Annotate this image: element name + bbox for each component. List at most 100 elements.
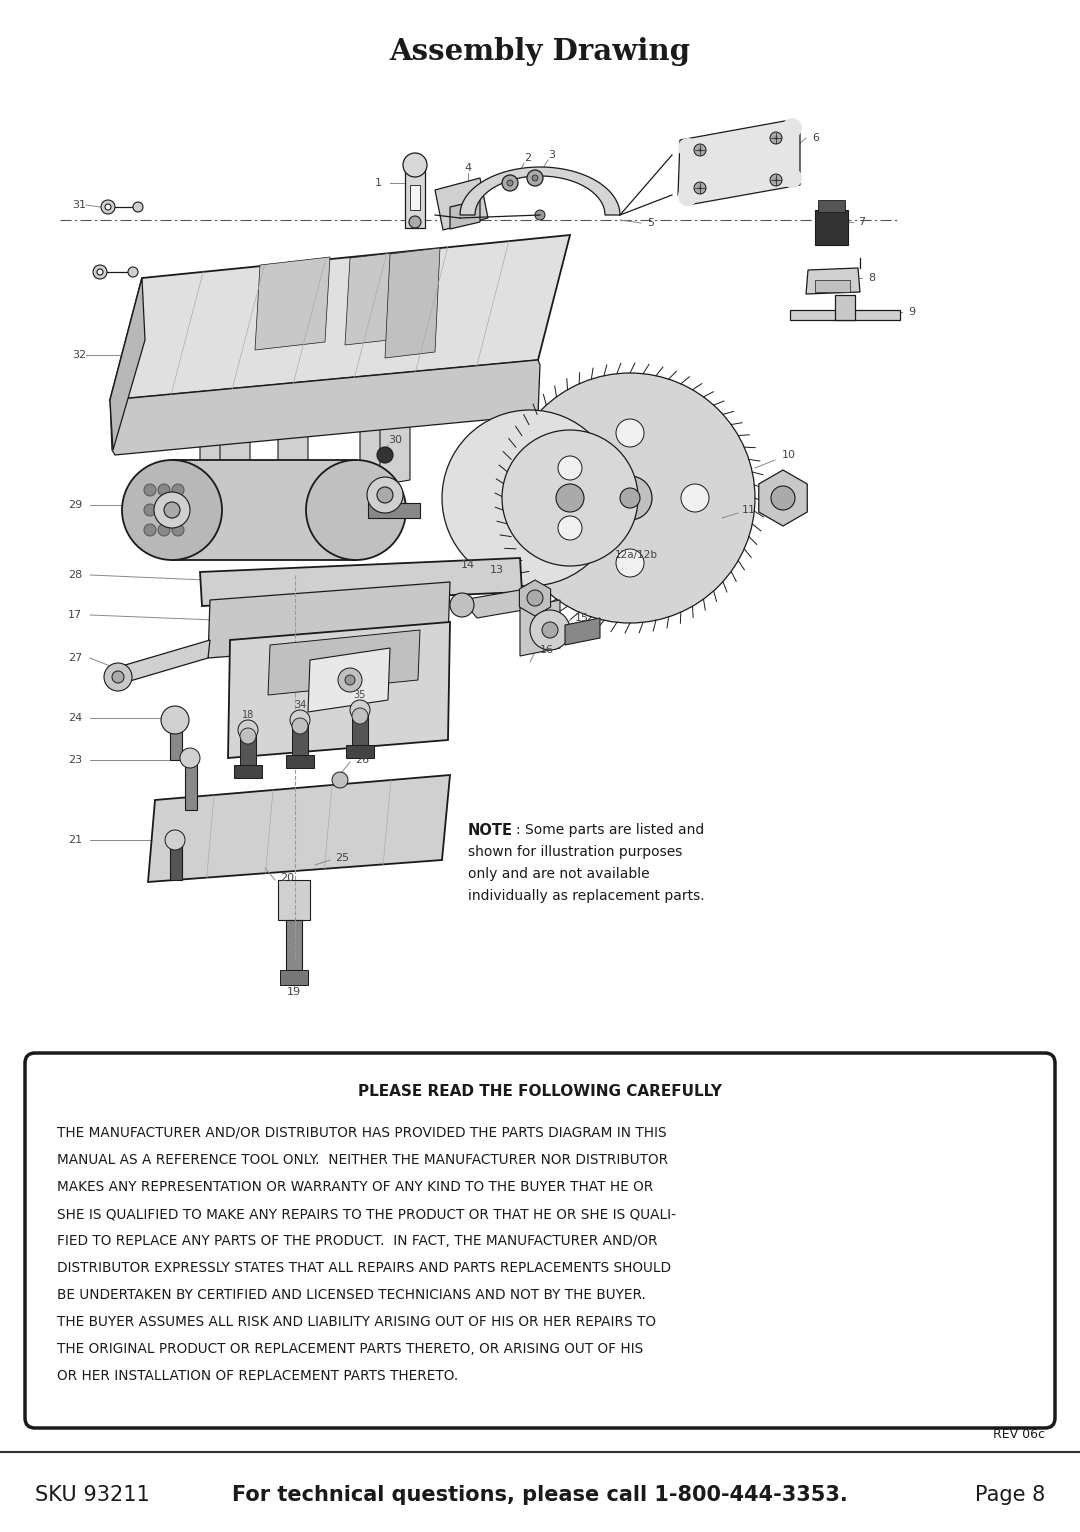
Circle shape bbox=[172, 524, 184, 536]
Text: 24: 24 bbox=[68, 712, 82, 723]
Circle shape bbox=[530, 610, 570, 650]
Circle shape bbox=[774, 178, 778, 182]
Circle shape bbox=[377, 447, 393, 463]
Polygon shape bbox=[208, 582, 450, 659]
Circle shape bbox=[180, 748, 200, 768]
Text: DISTRIBUTOR EXPRESSLY STATES THAT ALL REPAIRS AND PARTS REPLACEMENTS SHOULD: DISTRIBUTOR EXPRESSLY STATES THAT ALL RE… bbox=[57, 1261, 671, 1275]
Polygon shape bbox=[148, 775, 450, 882]
Circle shape bbox=[112, 671, 124, 683]
Polygon shape bbox=[292, 720, 308, 755]
Circle shape bbox=[403, 153, 427, 178]
Text: 20: 20 bbox=[280, 873, 294, 882]
Circle shape bbox=[770, 175, 782, 185]
Text: 26: 26 bbox=[355, 755, 369, 764]
Polygon shape bbox=[380, 394, 410, 486]
Polygon shape bbox=[462, 590, 535, 617]
Circle shape bbox=[338, 668, 362, 692]
Circle shape bbox=[377, 487, 393, 502]
Circle shape bbox=[240, 728, 256, 745]
Text: FIED TO REPLACE ANY PARTS OF THE PRODUCT.  IN FACT, THE MANUFACTURER AND/OR: FIED TO REPLACE ANY PARTS OF THE PRODUCT… bbox=[57, 1233, 658, 1249]
Polygon shape bbox=[170, 714, 183, 760]
Text: only and are not available: only and are not available bbox=[468, 867, 650, 881]
Text: 31: 31 bbox=[72, 201, 86, 210]
Polygon shape bbox=[200, 558, 522, 607]
Circle shape bbox=[158, 524, 170, 536]
Circle shape bbox=[782, 118, 802, 138]
Circle shape bbox=[97, 270, 103, 276]
Circle shape bbox=[620, 489, 640, 509]
Polygon shape bbox=[815, 210, 848, 245]
Text: 10: 10 bbox=[782, 450, 796, 460]
Polygon shape bbox=[360, 395, 390, 490]
Circle shape bbox=[105, 204, 111, 210]
Text: 35: 35 bbox=[354, 689, 366, 700]
Text: 1: 1 bbox=[375, 178, 382, 188]
Polygon shape bbox=[170, 840, 183, 879]
Circle shape bbox=[144, 524, 156, 536]
Circle shape bbox=[158, 504, 170, 516]
Polygon shape bbox=[410, 185, 420, 210]
Circle shape bbox=[698, 149, 702, 152]
Circle shape bbox=[164, 502, 180, 518]
Text: 27: 27 bbox=[68, 653, 82, 663]
Polygon shape bbox=[172, 460, 356, 561]
Circle shape bbox=[165, 830, 185, 850]
Circle shape bbox=[502, 175, 518, 192]
Circle shape bbox=[345, 676, 355, 685]
Text: individually as replacement parts.: individually as replacement parts. bbox=[468, 889, 704, 902]
Circle shape bbox=[527, 590, 543, 607]
Text: 25: 25 bbox=[335, 853, 349, 863]
Circle shape bbox=[104, 663, 132, 691]
Polygon shape bbox=[678, 119, 800, 205]
Circle shape bbox=[350, 700, 370, 720]
Polygon shape bbox=[255, 257, 330, 349]
Polygon shape bbox=[278, 404, 308, 506]
Text: 17: 17 bbox=[68, 610, 82, 620]
Polygon shape bbox=[405, 162, 426, 228]
Circle shape bbox=[616, 418, 644, 447]
Circle shape bbox=[678, 185, 698, 205]
Circle shape bbox=[102, 201, 114, 214]
Circle shape bbox=[172, 504, 184, 516]
Polygon shape bbox=[240, 731, 256, 764]
Circle shape bbox=[698, 185, 702, 190]
Polygon shape bbox=[565, 617, 600, 645]
Circle shape bbox=[542, 622, 558, 637]
Polygon shape bbox=[460, 167, 620, 214]
Text: THE ORIGINAL PRODUCT OR REPLACEMENT PARTS THERETO, OR ARISING OUT OF HIS: THE ORIGINAL PRODUCT OR REPLACEMENT PART… bbox=[57, 1342, 644, 1356]
Polygon shape bbox=[352, 709, 368, 745]
Circle shape bbox=[306, 460, 406, 561]
Polygon shape bbox=[835, 296, 855, 320]
Text: OR HER INSTALLATION OF REPLACEMENT PARTS THERETO.: OR HER INSTALLATION OF REPLACEMENT PARTS… bbox=[57, 1370, 458, 1383]
Text: 4: 4 bbox=[464, 162, 472, 173]
Text: 34: 34 bbox=[294, 700, 306, 709]
Circle shape bbox=[158, 484, 170, 496]
Polygon shape bbox=[450, 201, 480, 228]
Text: REV 06c: REV 06c bbox=[993, 1428, 1045, 1442]
Polygon shape bbox=[384, 248, 440, 358]
Circle shape bbox=[558, 457, 582, 480]
Text: 21: 21 bbox=[68, 835, 82, 846]
Circle shape bbox=[551, 484, 579, 512]
Circle shape bbox=[558, 516, 582, 539]
Text: 30: 30 bbox=[388, 435, 402, 444]
Circle shape bbox=[694, 182, 706, 195]
Polygon shape bbox=[113, 640, 210, 686]
Circle shape bbox=[122, 460, 222, 561]
Text: SKU 93211: SKU 93211 bbox=[35, 1485, 150, 1504]
Polygon shape bbox=[234, 764, 262, 778]
Polygon shape bbox=[278, 879, 310, 921]
Circle shape bbox=[782, 169, 802, 188]
Text: SHE IS QUALIFIED TO MAKE ANY REPAIRS TO THE PRODUCT OR THAT HE OR SHE IS QUALI-: SHE IS QUALIFIED TO MAKE ANY REPAIRS TO … bbox=[57, 1207, 676, 1221]
Polygon shape bbox=[345, 250, 420, 345]
Polygon shape bbox=[435, 178, 488, 230]
Circle shape bbox=[409, 216, 421, 228]
Polygon shape bbox=[228, 622, 450, 758]
Polygon shape bbox=[268, 630, 420, 696]
Text: THE MANUFACTURER AND/OR DISTRIBUTOR HAS PROVIDED THE PARTS DIAGRAM IN THIS: THE MANUFACTURER AND/OR DISTRIBUTOR HAS … bbox=[57, 1126, 666, 1140]
Polygon shape bbox=[806, 268, 860, 294]
Text: MANUAL AS A REFERENCE TOOL ONLY.  NEITHER THE MANUFACTURER NOR DISTRIBUTOR: MANUAL AS A REFERENCE TOOL ONLY. NEITHER… bbox=[57, 1154, 669, 1167]
Polygon shape bbox=[308, 648, 390, 712]
Text: MAKES ANY REPRESENTATION OR WARRANTY OF ANY KIND TO THE BUYER THAT HE OR: MAKES ANY REPRESENTATION OR WARRANTY OF … bbox=[57, 1180, 653, 1193]
Polygon shape bbox=[110, 277, 145, 450]
